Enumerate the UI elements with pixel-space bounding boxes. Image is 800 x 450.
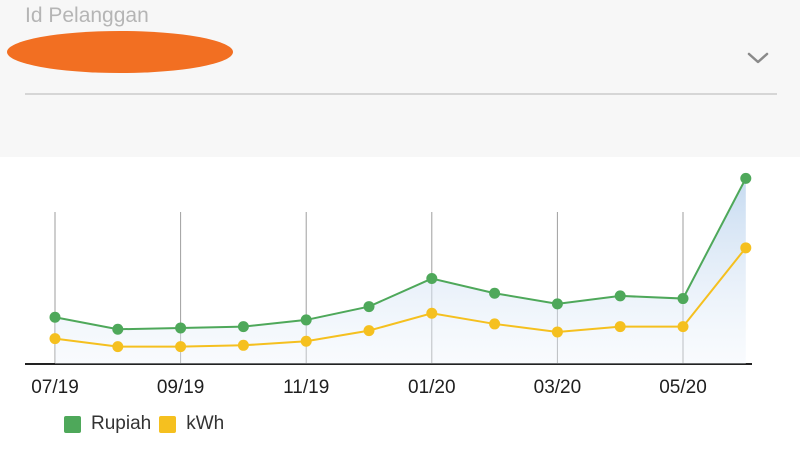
data-point-rupiah-08-19[interactable] [112, 323, 124, 335]
legend-swatch-kwh [159, 415, 177, 433]
x-tick-label-11-19: 11/19 [283, 377, 329, 398]
chart-legend: Rupiah kWh [64, 413, 232, 435]
customer-id-label: Id Pelanggan [25, 4, 149, 27]
series-line-rupiah [54, 177, 747, 331]
data-point-kwh-09-19[interactable] [175, 341, 187, 353]
data-point-rupiah-12-19[interactable] [363, 301, 375, 313]
chevron-down-icon[interactable] [746, 50, 770, 66]
data-point-kwh-12-19[interactable] [363, 325, 375, 337]
x-tick-label-01-20: 01/20 [408, 377, 456, 398]
data-point-kwh-02-20[interactable] [489, 318, 501, 330]
usage-line-chart: 07/19 09/19 11/19 01/20 03/20 05/20 [25, 172, 752, 398]
data-point-rupiah-09-19[interactable] [175, 322, 187, 334]
legend-label-rupiah: Rupiah [91, 413, 152, 434]
data-point-rupiah-02-20[interactable] [489, 287, 501, 299]
area-fill [55, 178, 746, 364]
data-point-rupiah-06-20[interactable] [740, 172, 752, 184]
customer-id-panel: Id Pelanggan [0, 0, 800, 157]
data-point-rupiah-04-20[interactable] [614, 290, 626, 302]
data-point-rupiah-03-20[interactable] [551, 298, 563, 310]
legend-label-kwh: kWh [186, 413, 225, 434]
data-point-kwh-01-20[interactable] [426, 307, 438, 319]
data-point-rupiah-01-20[interactable] [426, 273, 438, 285]
x-tick-label-05-20: 05/20 [659, 377, 707, 398]
legend-item-rupiah[interactable]: Rupiah [64, 413, 151, 435]
x-tick-label-03-20: 03/20 [534, 377, 582, 398]
data-point-kwh-10-19[interactable] [237, 339, 249, 351]
data-point-kwh-03-20[interactable] [551, 326, 563, 338]
data-point-rupiah-05-20[interactable] [677, 293, 689, 305]
series-line-kwh [54, 247, 747, 348]
x-tick-label-09-19: 09/19 [157, 377, 205, 398]
x-tick-label-07-19: 07/19 [31, 377, 79, 398]
legend-item-kwh[interactable]: kWh [159, 413, 224, 435]
data-point-kwh-11-19[interactable] [300, 335, 312, 347]
legend-swatch-rupiah [64, 415, 81, 433]
data-point-kwh-08-19[interactable] [112, 341, 124, 353]
data-point-kwh-06-20[interactable] [740, 242, 752, 254]
data-point-rupiah-07-19[interactable] [49, 311, 61, 323]
customer-id-underline [25, 93, 777, 95]
data-point-kwh-04-20[interactable] [614, 321, 626, 333]
data-point-rupiah-11-19[interactable] [300, 314, 312, 326]
data-point-kwh-07-19[interactable] [49, 333, 61, 345]
data-point-kwh-05-20[interactable] [677, 321, 689, 333]
redacted-customer-id[interactable] [7, 31, 233, 73]
data-point-rupiah-10-19[interactable] [237, 321, 249, 333]
